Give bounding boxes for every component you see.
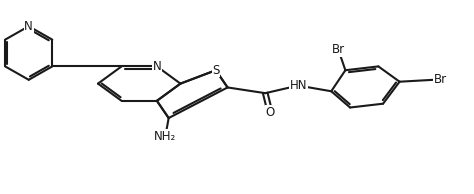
Text: Br: Br bbox=[434, 73, 447, 86]
Text: HN: HN bbox=[290, 79, 307, 92]
Text: O: O bbox=[265, 106, 274, 119]
Text: S: S bbox=[212, 64, 219, 77]
Text: N: N bbox=[24, 20, 33, 33]
Text: NH₂: NH₂ bbox=[154, 130, 176, 143]
Text: Br: Br bbox=[332, 43, 345, 56]
Text: N: N bbox=[153, 60, 161, 73]
